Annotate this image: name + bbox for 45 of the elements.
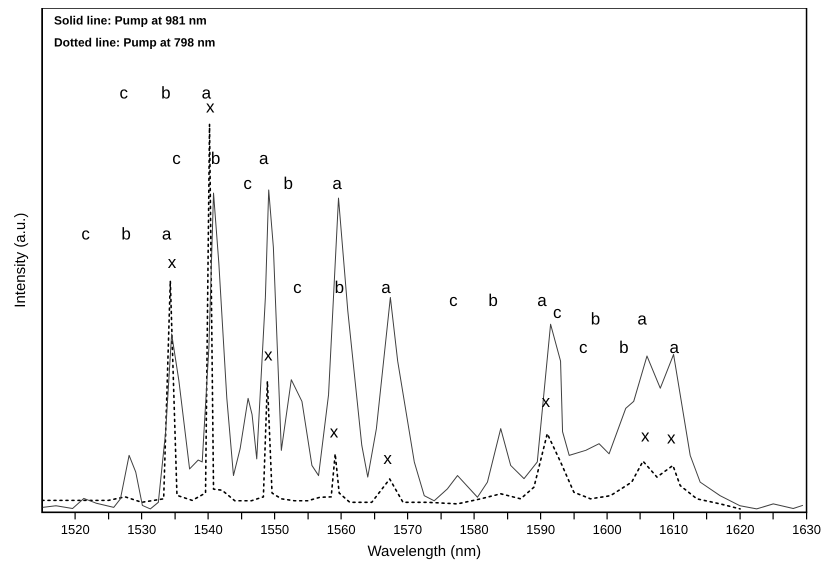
- x-axis-title: Wavelength (nm): [367, 543, 482, 560]
- annotation: x: [640, 426, 650, 446]
- annotation: a: [162, 224, 172, 244]
- annotation: b: [334, 278, 344, 298]
- annotation: c: [243, 174, 252, 194]
- annotation: c: [293, 278, 302, 298]
- x-tick-label: 1580: [460, 522, 489, 537]
- x-tick-label: 1570: [393, 522, 422, 537]
- x-tick-label: 1590: [526, 522, 556, 537]
- annotation: c: [579, 338, 588, 358]
- x-tick-label: 1520: [60, 522, 90, 537]
- x-tick-label: 1530: [127, 522, 156, 537]
- annotation: a: [332, 174, 342, 194]
- annotation: x: [264, 346, 274, 365]
- annotation: c: [449, 291, 458, 310]
- annotation: a: [537, 291, 548, 310]
- annotation: x: [666, 428, 676, 448]
- y-axis-title: Intensity (a.u.): [12, 212, 30, 308]
- annotation: x: [383, 449, 392, 468]
- x-tick-label: 1560: [326, 522, 356, 537]
- annotation: a: [381, 278, 392, 298]
- annotation: b: [210, 149, 220, 168]
- annotation: b: [590, 309, 600, 328]
- annotation: b: [619, 338, 629, 358]
- text: b: [161, 83, 171, 102]
- annotation: c: [81, 224, 90, 244]
- annotation: b: [121, 224, 131, 244]
- x-tick-label: 1540: [194, 522, 223, 537]
- x-tick-label: 1600: [592, 522, 622, 537]
- annotation: x: [168, 252, 177, 272]
- annotation: a: [670, 338, 680, 358]
- annotation: a: [637, 309, 648, 328]
- x-tick-label: 1610: [659, 522, 688, 537]
- annotation: b: [283, 174, 293, 194]
- text: c: [120, 83, 129, 102]
- annotation: x: [330, 422, 339, 442]
- annotation: b: [488, 291, 498, 310]
- annotation: c: [172, 149, 182, 168]
- annotation: c: [553, 302, 562, 322]
- text: Solid line: Pump at 981 nm: [54, 13, 207, 28]
- x-tick-label: 1630: [792, 522, 821, 537]
- annotation: a: [258, 149, 269, 168]
- x-tick-label: 1620: [726, 522, 755, 537]
- x-tick-label: 1550: [260, 522, 290, 537]
- text: Dotted line: Pump at 798 nm: [54, 35, 216, 50]
